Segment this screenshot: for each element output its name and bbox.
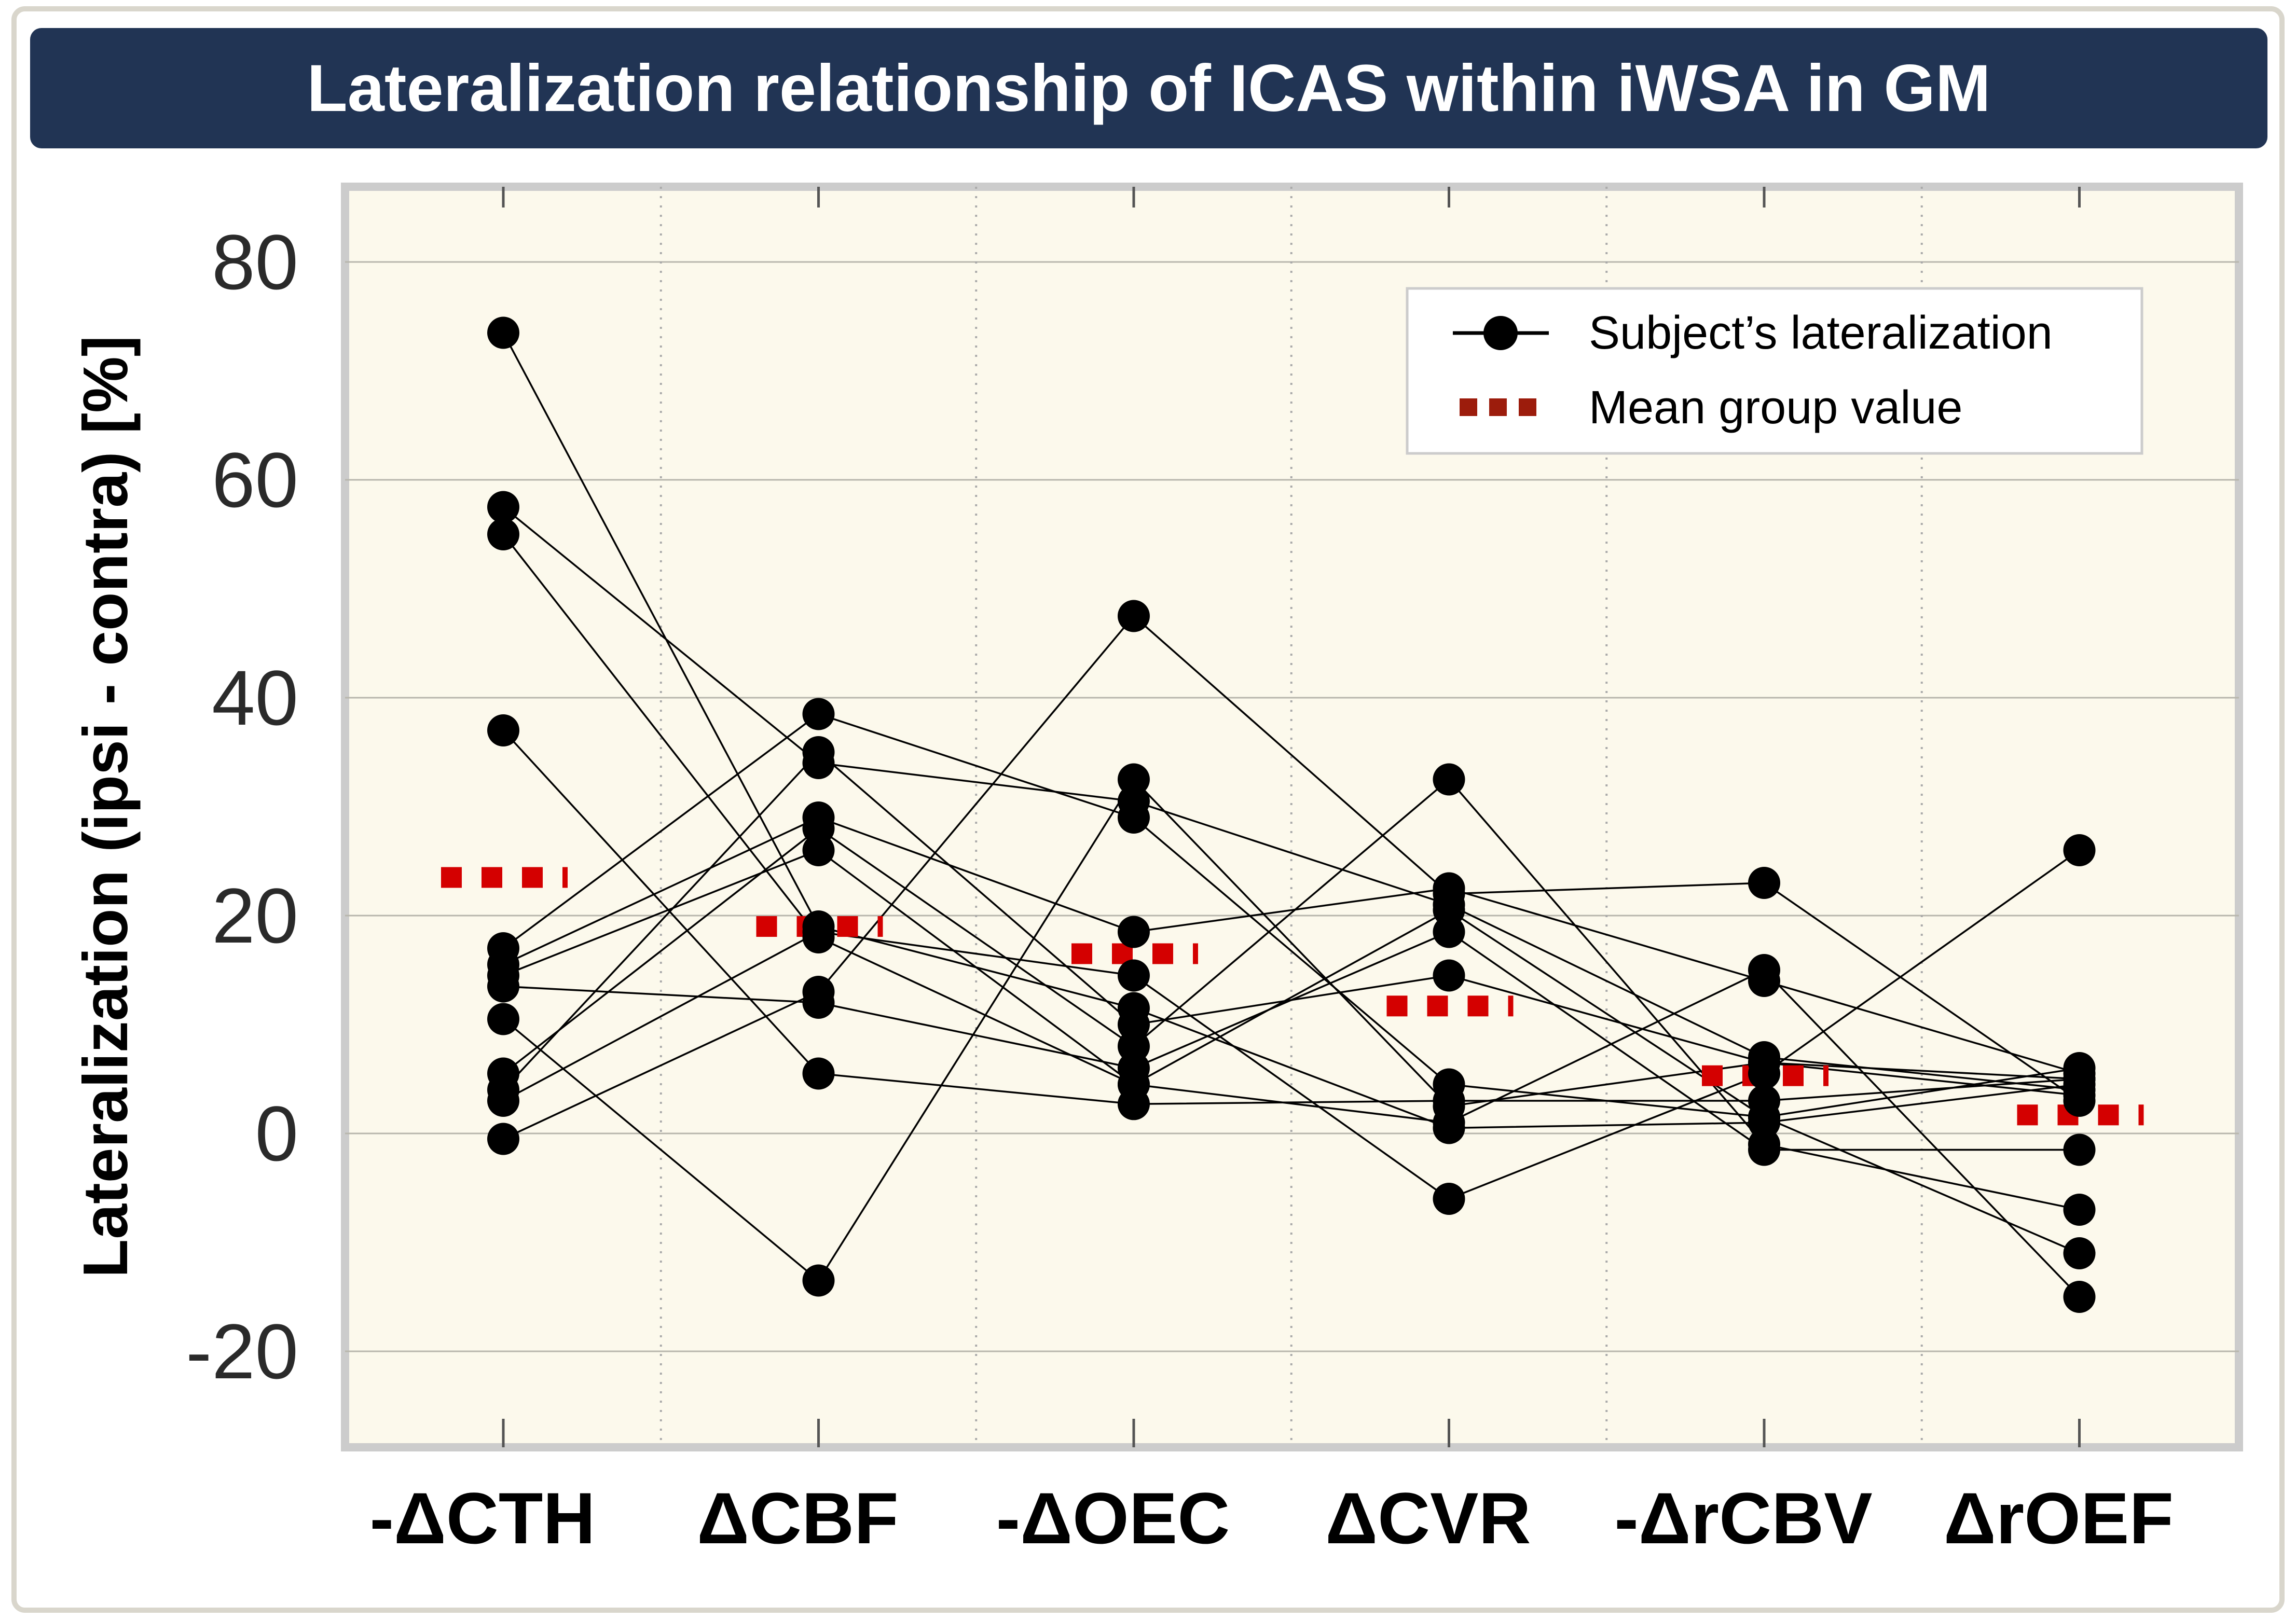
legend: Subject’s lateralization Mean group valu… xyxy=(1406,287,2143,455)
x-tick-label: -ΔrCBV xyxy=(1614,1477,1872,1559)
subject-point xyxy=(802,1264,835,1297)
subject-point xyxy=(2063,1237,2096,1269)
subject-point xyxy=(487,316,519,349)
subject-line xyxy=(502,332,2080,1129)
subject-point xyxy=(487,1085,519,1117)
subject-point xyxy=(1118,916,1150,948)
subject-point xyxy=(2063,1085,2096,1117)
mean-dash xyxy=(482,867,502,888)
mean-dash-end xyxy=(1193,943,1198,964)
subject-point xyxy=(1118,1008,1150,1041)
subject-point xyxy=(1118,763,1150,796)
subject-point xyxy=(1748,1101,1780,1133)
subject-line xyxy=(503,615,2080,1140)
mean-dash xyxy=(756,916,777,937)
x-tick-label: ΔrOEF xyxy=(1944,1477,2174,1559)
subject-point xyxy=(487,491,519,523)
mean-dash xyxy=(1386,995,1408,1017)
subject-line xyxy=(502,778,2080,1282)
mean-dash-end xyxy=(2138,1104,2144,1126)
subject-point xyxy=(802,698,835,730)
y-tick-label: 40 xyxy=(212,654,298,741)
subject-point xyxy=(1433,763,1465,796)
subject-line xyxy=(502,778,2080,1211)
subject-point xyxy=(487,1003,519,1035)
subject-line xyxy=(502,506,2080,1091)
mean-dash-end xyxy=(1508,995,1514,1017)
subject-point xyxy=(2063,834,2096,866)
x-tick-label: -ΔOEC xyxy=(996,1477,1230,1559)
subject-point xyxy=(1748,867,1780,899)
x-tick-label: -ΔCTH xyxy=(370,1477,596,1559)
subject-point xyxy=(802,916,835,948)
legend-subject-label: Subject’s lateralization xyxy=(1589,307,2053,359)
y-tick-label: -20 xyxy=(186,1308,298,1395)
mean-dash xyxy=(1702,1065,1723,1086)
mean-dash-end xyxy=(562,867,568,888)
legend-mean-label: Mean group value xyxy=(1589,382,1962,434)
subject-point xyxy=(1748,1128,1780,1160)
mean-dash xyxy=(441,867,462,888)
mean-dash xyxy=(2017,1104,2038,1126)
subject-point xyxy=(1748,1057,1780,1090)
chart-title: Lateralization relationship of ICAS with… xyxy=(307,51,1991,126)
subject-point xyxy=(802,1057,835,1090)
mean-dash-end xyxy=(1823,1065,1828,1086)
mean-dash xyxy=(1467,995,1489,1017)
mean-dash xyxy=(1152,943,1173,964)
legend-mean-dash xyxy=(1460,398,1477,416)
subject-point xyxy=(487,1123,519,1155)
mean-dash xyxy=(837,916,858,937)
subject-point xyxy=(1118,959,1150,992)
y-tick-label: 20 xyxy=(212,872,298,959)
subject-point xyxy=(1433,1183,1465,1215)
subject-point xyxy=(1748,965,1780,997)
legend-box xyxy=(1406,287,2143,455)
y-tick-label: 0 xyxy=(255,1090,298,1177)
legend-mean-swatch xyxy=(1460,398,1536,416)
legend-mean-dash xyxy=(1519,398,1536,416)
subject-point xyxy=(2063,1281,2096,1313)
mean-dash xyxy=(2098,1104,2119,1126)
y-tick-label: 60 xyxy=(212,436,298,523)
subject-point xyxy=(802,976,835,1008)
subject-point xyxy=(802,812,835,845)
subject-point xyxy=(1433,959,1465,992)
mean-dash xyxy=(1427,995,1448,1017)
title-banner: Lateralization relationship of ICAS with… xyxy=(30,28,2267,148)
subject-point xyxy=(487,518,519,550)
x-tick-label: ΔCVR xyxy=(1325,1477,1531,1559)
subject-point xyxy=(487,714,519,746)
mean-dash xyxy=(1071,943,1092,964)
mean-marker xyxy=(441,867,568,888)
y-axis-label: Lateralization (ipsi - contra) [%] xyxy=(70,336,141,1278)
subject-point xyxy=(1118,801,1150,834)
mean-dash xyxy=(522,867,543,888)
subject-line xyxy=(503,849,2080,1200)
mean-dash-end xyxy=(877,916,883,937)
legend-mean-dash xyxy=(1489,398,1507,416)
mean-dash xyxy=(1783,1065,1804,1086)
subject-line xyxy=(502,713,2080,1254)
x-tick-label: ΔCBF xyxy=(697,1477,898,1559)
subject-point xyxy=(1433,916,1465,948)
subject-point xyxy=(1433,1090,1465,1123)
y-tick-label: 80 xyxy=(212,218,298,306)
subject-point xyxy=(487,970,519,1003)
subject-point xyxy=(1433,878,1465,910)
subject-point xyxy=(2063,1194,2096,1226)
subject-line xyxy=(502,751,2080,1091)
mean-marker xyxy=(1386,995,1514,1017)
subject-point xyxy=(2063,1133,2096,1166)
subject-point xyxy=(1118,600,1150,632)
legend-subject-marker xyxy=(1483,316,1518,350)
subject-line xyxy=(503,817,2080,1075)
subject-point xyxy=(802,736,835,768)
subject-line xyxy=(503,849,2080,1118)
